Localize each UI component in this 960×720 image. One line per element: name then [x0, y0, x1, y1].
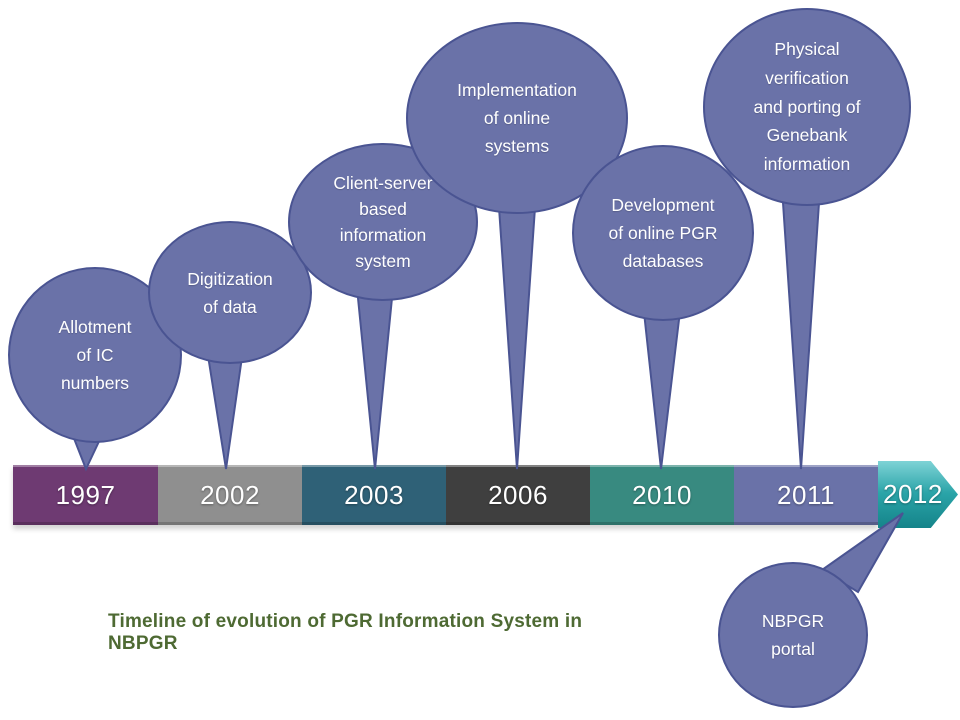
- balloon-tail-2010: [641, 302, 683, 470]
- timeline-segment-2010: 2010: [590, 465, 734, 525]
- balloon-tail-2003: [355, 287, 395, 470]
- timeline-segment-2002: 2002: [158, 465, 302, 525]
- timeline-segment-2003: 2003: [302, 465, 446, 525]
- timeline-segment-2011: 2011: [734, 465, 878, 525]
- balloon-development-pgr-databases: Development of online PGR databases: [572, 145, 754, 321]
- timeline-segment-2006: 2006: [446, 465, 590, 525]
- slide-caption: Timeline of evolution of PGR Information…: [108, 611, 583, 654]
- timeline-arrow-segment-2012: 2012: [878, 461, 958, 528]
- balloon-digitization-of-data: Digitization of data: [148, 221, 312, 364]
- balloon-physical-verification-genebank: Physical verification and porting of Gen…: [703, 8, 911, 206]
- timeline-year-2012: 2012: [883, 479, 943, 509]
- balloon-nbpgr-portal: NBPGR portal: [718, 562, 868, 708]
- balloon-tail-2011: [780, 187, 822, 470]
- timeline-segment-1997: 1997: [13, 465, 158, 525]
- timeline-bar: 1997 2002 2003 2006 2010 2011: [13, 465, 878, 525]
- balloon-tail-2006: [496, 192, 538, 470]
